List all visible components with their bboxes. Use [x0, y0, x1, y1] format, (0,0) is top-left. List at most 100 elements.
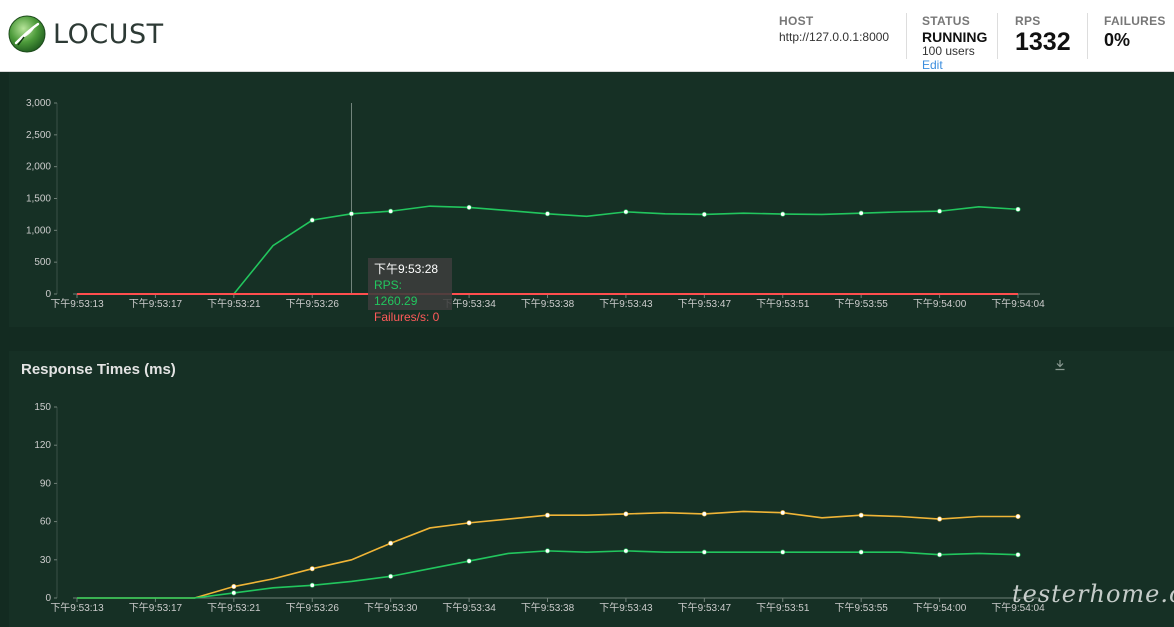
y-tick-label: 1,000 — [26, 225, 51, 236]
data-point — [388, 540, 394, 546]
user-count: 100 users — [922, 44, 975, 58]
data-point — [544, 548, 550, 554]
y-tick-label: 60 — [40, 517, 52, 528]
logo[interactable]: LOCUST — [8, 15, 164, 53]
data-point — [348, 211, 354, 217]
data-point — [1015, 206, 1021, 212]
chart-tooltip: 下午9:53:28 RPS: 1260.29 Failures/s: 0 — [368, 258, 452, 324]
failures-label: FAILURES — [1104, 14, 1166, 28]
y-tick-label: 0 — [45, 289, 51, 300]
x-tick-label: 下午9:53:43 — [599, 601, 653, 614]
x-tick-label: 下午9:53:51 — [756, 297, 810, 310]
data-point — [780, 211, 786, 217]
data-point — [544, 512, 550, 518]
y-tick-label: 2,500 — [26, 130, 51, 141]
tooltip-rps: RPS: 1260.29 — [374, 278, 418, 308]
x-tick-label: 下午9:53:26 — [286, 297, 340, 310]
y-tick-label: 500 — [34, 257, 51, 268]
data-point — [701, 549, 707, 555]
y-tick-label: 150 — [34, 402, 51, 413]
x-tick-label: 下午9:53:55 — [834, 601, 888, 614]
download-icon[interactable] — [1054, 359, 1066, 371]
tooltip-failures: Failures/s: 0 — [374, 310, 440, 324]
y-tick-label: 30 — [40, 555, 52, 566]
data-point — [309, 217, 315, 223]
x-tick-label: 下午9:53:51 — [756, 601, 810, 614]
y-tick-label: 120 — [34, 440, 51, 451]
top-navbar: LOCUST HOST http://127.0.0.1:8000 STATUS… — [0, 0, 1174, 72]
failures-stat: FAILURES 0% — [1104, 14, 1166, 51]
series-line-95-percentile — [77, 510, 1018, 599]
data-point — [466, 558, 472, 564]
data-point — [1015, 552, 1021, 558]
y-tick-label: 0 — [45, 593, 51, 604]
data-point — [858, 512, 864, 518]
x-tick-label: 下午9:54:00 — [913, 297, 967, 310]
watermark: testerhome.com — [1012, 580, 1174, 608]
rps-label: RPS — [1015, 14, 1041, 28]
x-tick-label: 下午9:53:34 — [442, 297, 496, 310]
y-tick-label: 1,500 — [26, 194, 51, 205]
data-point — [780, 510, 786, 516]
failures-value: 0% — [1104, 30, 1131, 50]
data-point — [1015, 514, 1021, 520]
divider — [1087, 13, 1088, 59]
data-point — [937, 552, 943, 558]
tooltip-time: 下午9:53:28 — [374, 262, 439, 276]
data-point — [937, 208, 943, 214]
data-point — [858, 210, 864, 216]
x-tick-label: 下午9:54:04 — [991, 601, 1045, 614]
y-tick-label: 2,000 — [26, 162, 51, 173]
data-point — [309, 566, 315, 572]
x-tick-label: 下午9:53:30 — [364, 601, 418, 614]
x-tick-label: 下午9:53:13 — [50, 601, 104, 614]
x-tick-label: 下午9:53:38 — [521, 601, 575, 614]
x-tick-label: 下午9:54:00 — [913, 601, 967, 614]
status-value: RUNNING — [922, 29, 988, 45]
data-point — [701, 511, 707, 517]
rps-chart-panel — [9, 72, 1174, 327]
data-point — [780, 549, 786, 555]
data-point — [388, 573, 394, 579]
x-tick-label: 下午9:53:21 — [207, 297, 261, 310]
x-tick-label: 下午9:54:04 — [991, 297, 1045, 310]
locust-logo-icon — [8, 15, 46, 53]
data-point — [544, 211, 550, 217]
x-tick-label: 下午9:53:17 — [129, 297, 183, 310]
host-stat: HOST http://127.0.0.1:8000 — [779, 14, 889, 44]
edit-link[interactable]: Edit — [922, 58, 943, 72]
y-tick-label: 3,000 — [26, 98, 51, 109]
logo-text: LOCUST — [53, 18, 164, 50]
x-tick-label: 下午9:53:55 — [834, 297, 888, 310]
rps-value: 1332 — [1015, 28, 1071, 56]
divider — [906, 13, 907, 59]
response-times-panel: Response Times (ms) — [9, 351, 1174, 627]
host-label: HOST — [779, 14, 814, 28]
x-tick-label: 下午9:53:47 — [678, 297, 732, 310]
x-tick-label: 下午9:53:38 — [521, 297, 575, 310]
x-tick-label: 下午9:53:43 — [599, 297, 653, 310]
x-tick-label: 下午9:53:34 — [442, 601, 496, 614]
divider — [997, 13, 998, 59]
host-value: http://127.0.0.1:8000 — [779, 30, 890, 44]
x-tick-label: 下午9:53:21 — [207, 601, 261, 614]
x-tick-label: 下午9:53:17 — [129, 601, 183, 614]
data-point — [623, 548, 629, 554]
response-times-title: Response Times (ms) — [21, 361, 176, 378]
data-point — [309, 582, 315, 588]
status-label: STATUS — [922, 14, 971, 28]
data-point — [231, 590, 237, 596]
data-point — [701, 211, 707, 217]
data-point — [466, 204, 472, 210]
data-point — [231, 584, 237, 590]
data-point — [858, 549, 864, 555]
rps-chart[interactable]: 0 500 1,000 1,500 2,000 2,500 3,000 下午9:53:13 下午… — [0, 0, 1174, 330]
x-tick-label: 下午9:53:47 — [678, 601, 732, 614]
data-point — [623, 511, 629, 517]
status-stat: STATUS RUNNING 100 users Edit — [922, 14, 987, 73]
data-point — [466, 520, 472, 526]
x-tick-label: 下午9:53:26 — [286, 601, 340, 614]
y-tick-label: 90 — [40, 478, 52, 489]
x-tick-label: 下午9:53:13 — [50, 297, 104, 310]
